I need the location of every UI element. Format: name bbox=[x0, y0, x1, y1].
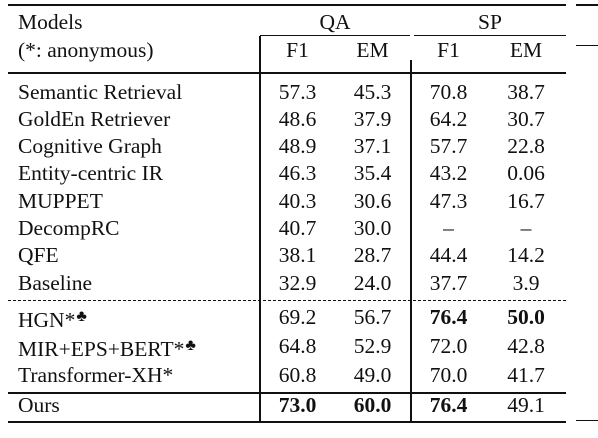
model-name: Entity-centric IR bbox=[18, 160, 163, 186]
value-qa-f1: 48.9 bbox=[278, 134, 317, 158]
anonymous-divider bbox=[8, 300, 566, 301]
value-qa-f1: 40.7 bbox=[278, 216, 317, 240]
value-sp-f1: 57.7 bbox=[429, 134, 468, 158]
value-sp-em: 14.2 bbox=[507, 243, 545, 267]
model-name: Cognitive Graph bbox=[18, 133, 162, 159]
value-sp-f1: 76.4 bbox=[429, 305, 468, 329]
header-models-note: (*: anonymous) bbox=[18, 38, 154, 62]
value-qa-f1: 48.6 bbox=[278, 107, 317, 131]
value-qa-em: 35.4 bbox=[353, 161, 392, 185]
value-qa-em: 60.0 bbox=[353, 393, 392, 417]
fragment-bottom-rule bbox=[576, 420, 598, 421]
value-qa-f1: 40.3 bbox=[278, 189, 317, 213]
value-qa-em: 30.6 bbox=[353, 189, 392, 213]
value-qa-em: 30.0 bbox=[353, 216, 392, 240]
model-name: GoldEn Retriever bbox=[18, 106, 170, 132]
value-sp-em: 3.9 bbox=[512, 271, 540, 295]
model-name-text: Ours bbox=[18, 393, 60, 417]
value-sp-f1: 76.4 bbox=[429, 393, 468, 417]
top-rule bbox=[8, 4, 566, 6]
bottom-rule bbox=[8, 421, 566, 423]
model-name-text: Entity-centric IR bbox=[18, 161, 164, 185]
fragment-top-rule bbox=[576, 4, 598, 6]
value-qa-f1: 69.2 bbox=[278, 305, 317, 329]
col-divider-qa-sp bbox=[410, 60, 412, 422]
model-name: MIR+EPS+BERT*♣ bbox=[18, 333, 196, 362]
results-table: Models (*: anonymous) QA SP F1 EM F1 EM … bbox=[8, 0, 566, 438]
model-name-text: GoldEn Retriever bbox=[18, 107, 171, 131]
value-qa-em: 24.0 bbox=[353, 271, 392, 295]
model-name-text: MUPPET bbox=[18, 189, 103, 213]
value-sp-em: 41.7 bbox=[507, 363, 545, 387]
col-divider-models bbox=[259, 36, 261, 422]
value-sp-em: 16.7 bbox=[507, 189, 545, 213]
value-sp-f1: 70.0 bbox=[429, 363, 468, 387]
value-qa-f1: 60.8 bbox=[278, 363, 317, 387]
model-name: QFE bbox=[18, 242, 59, 268]
model-name-text: Baseline bbox=[18, 271, 93, 295]
value-qa-em: 28.7 bbox=[353, 243, 392, 267]
value-sp-f1: 64.2 bbox=[429, 107, 468, 131]
model-name: Semantic Retrieval bbox=[18, 79, 182, 105]
header-sp-em: EM bbox=[509, 38, 543, 62]
header-sp-f1: F1 bbox=[437, 38, 460, 62]
model-name-text: QFE bbox=[18, 243, 59, 267]
model-name-text: DecompRC bbox=[18, 216, 120, 240]
value-qa-f1: 64.8 bbox=[278, 334, 317, 358]
model-name: Transformer-XH* bbox=[18, 362, 173, 388]
value-sp-f1: – bbox=[443, 216, 454, 240]
model-name: DecompRC bbox=[18, 215, 120, 241]
model-name-text: Semantic Retrieval bbox=[18, 80, 183, 104]
value-sp-f1: 70.8 bbox=[429, 80, 468, 104]
model-name-text: Cognitive Graph bbox=[18, 134, 162, 158]
value-qa-em: 56.7 bbox=[353, 305, 392, 329]
header-rule bbox=[8, 72, 566, 74]
value-qa-f1: 46.3 bbox=[278, 161, 317, 185]
model-name-text: Transformer-XH* bbox=[18, 363, 174, 387]
ours-rule bbox=[8, 392, 566, 394]
value-qa-em: 37.1 bbox=[353, 134, 392, 158]
fragment-mid-rule bbox=[576, 45, 598, 46]
value-sp-em: 49.1 bbox=[507, 393, 545, 417]
value-qa-f1: 73.0 bbox=[278, 393, 317, 417]
value-sp-f1: 44.4 bbox=[429, 243, 468, 267]
value-qa-em: 52.9 bbox=[353, 334, 392, 358]
value-sp-em: – bbox=[520, 216, 532, 240]
value-qa-em: 37.9 bbox=[353, 107, 392, 131]
value-sp-em: 50.0 bbox=[507, 305, 545, 329]
value-sp-f1: 43.2 bbox=[429, 161, 468, 185]
header-qa-f1: F1 bbox=[286, 38, 309, 62]
value-sp-em: 42.8 bbox=[507, 334, 545, 358]
value-sp-f1: 37.7 bbox=[429, 271, 468, 295]
value-qa-f1: 38.1 bbox=[278, 243, 317, 267]
model-name: Baseline bbox=[18, 270, 92, 296]
value-sp-f1: 47.3 bbox=[429, 189, 468, 213]
model-name-text: MIR+EPS+BERT* bbox=[18, 337, 185, 361]
model-name: HGN*♣ bbox=[18, 304, 87, 333]
qa-group-rule bbox=[260, 35, 410, 36]
header-qa-em: EM bbox=[356, 38, 389, 62]
value-sp-em: 30.7 bbox=[507, 107, 545, 131]
adjacent-table-fragment bbox=[576, 0, 598, 438]
header-models: Models bbox=[18, 10, 83, 34]
value-qa-em: 45.3 bbox=[353, 80, 392, 104]
model-name: MUPPET bbox=[18, 188, 103, 214]
value-qa-em: 49.0 bbox=[353, 363, 392, 387]
value-sp-em: 22.8 bbox=[507, 134, 545, 158]
value-qa-f1: 57.3 bbox=[278, 80, 317, 104]
header-group-qa: QA bbox=[319, 10, 351, 34]
value-sp-em: 0.06 bbox=[507, 161, 545, 185]
sp-group-rule bbox=[414, 35, 566, 36]
value-sp-f1: 72.0 bbox=[429, 334, 468, 358]
club-icon: ♣ bbox=[76, 308, 87, 325]
model-name: Ours bbox=[18, 392, 60, 418]
header-group-sp: SP bbox=[478, 10, 502, 34]
value-qa-f1: 32.9 bbox=[278, 271, 317, 295]
club-icon: ♣ bbox=[185, 337, 196, 354]
model-name-text: HGN* bbox=[18, 308, 76, 332]
value-sp-em: 38.7 bbox=[507, 80, 545, 104]
